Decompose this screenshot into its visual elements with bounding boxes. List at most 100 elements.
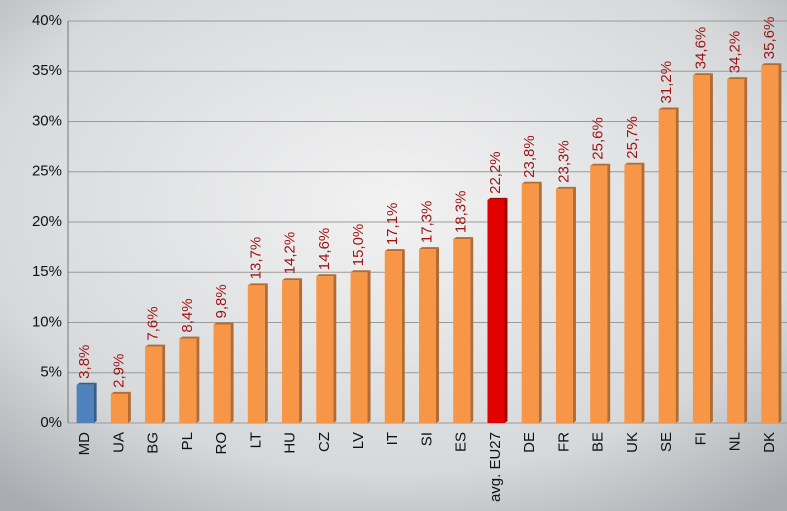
bar-shade — [676, 107, 679, 423]
y-tick-label: 25% — [32, 163, 62, 180]
value-label: 17,1% — [384, 203, 401, 246]
bar-top — [316, 274, 336, 276]
bar — [522, 184, 539, 423]
bar — [248, 285, 265, 423]
value-label: 35,6% — [761, 17, 778, 60]
x-tick-label: ES — [453, 432, 470, 452]
bar-top — [77, 383, 97, 385]
bar-shade — [710, 73, 713, 423]
bar-top — [248, 283, 268, 285]
bar-shade — [539, 182, 542, 423]
bar — [590, 166, 607, 423]
y-tick-label: 0% — [40, 414, 62, 431]
y-tick-label: 30% — [32, 112, 62, 129]
bar-top — [111, 392, 131, 394]
bar-shade — [94, 383, 97, 423]
value-label: 25,6% — [590, 117, 607, 160]
bar-shade — [744, 77, 747, 423]
value-label: 31,2% — [658, 61, 675, 104]
x-tick-label: UA — [110, 432, 127, 453]
bar-top — [179, 337, 199, 339]
bar-top — [145, 345, 165, 347]
x-tick-label: HU — [282, 432, 299, 454]
y-tick-label: 35% — [32, 62, 62, 79]
bar — [624, 165, 641, 423]
value-label: 15,0% — [350, 224, 367, 267]
value-label: 14,6% — [316, 228, 333, 271]
x-tick-label: NL — [727, 432, 744, 451]
x-tick-label: FI — [692, 432, 709, 445]
bar-shade — [641, 163, 644, 423]
bar-top — [487, 198, 507, 200]
bar — [556, 189, 573, 423]
value-label: 22,2% — [487, 151, 504, 194]
bar-shade — [778, 63, 781, 423]
value-label: 17,3% — [418, 201, 435, 244]
bar — [659, 109, 676, 423]
value-label: 7,6% — [145, 306, 162, 340]
bar-top — [590, 164, 610, 166]
value-label: 25,7% — [624, 116, 641, 159]
bar-shade — [402, 249, 405, 423]
bar-top — [385, 249, 405, 251]
y-tick-label: 40% — [32, 12, 62, 29]
x-tick-label: BG — [145, 432, 162, 454]
x-tick-label: avg. EU27 — [487, 432, 504, 502]
bar — [145, 347, 162, 423]
bar-shade — [265, 283, 268, 423]
bar — [727, 79, 744, 423]
bar — [761, 65, 778, 423]
bar-top — [556, 187, 576, 189]
bar — [77, 385, 94, 423]
x-tick-label: RO — [213, 432, 230, 455]
x-tick-label: PL — [179, 432, 196, 450]
bar — [111, 394, 128, 423]
bar-shade — [196, 337, 199, 423]
bar — [351, 272, 368, 423]
bar-top — [214, 323, 234, 325]
bar-top — [659, 107, 679, 109]
bar-shade — [333, 274, 336, 423]
x-tick-label: IT — [384, 432, 401, 445]
bar-shade — [162, 345, 165, 423]
x-tick-label: UK — [624, 432, 641, 453]
value-label: 34,2% — [727, 31, 744, 74]
x-tick-label: SI — [418, 432, 435, 446]
bar-top — [282, 278, 302, 280]
bar-shade — [231, 323, 234, 423]
bar-top — [453, 237, 473, 239]
x-tick-label: BE — [590, 432, 607, 452]
bar-shade — [436, 247, 439, 423]
bar-top — [624, 163, 644, 165]
bar — [385, 251, 402, 423]
y-tick-label: 10% — [32, 313, 62, 330]
chart: 0%5%10%15%20%25%30%35%40%MD3,8%UA2,9%BG7… — [0, 0, 787, 511]
bar — [214, 325, 231, 423]
bar-top — [419, 247, 439, 249]
bar-shade — [128, 392, 131, 423]
y-tick-label: 15% — [32, 263, 62, 280]
x-tick-label: LV — [350, 432, 367, 449]
value-label: 14,2% — [282, 232, 299, 275]
y-tick-label: 20% — [32, 213, 62, 230]
x-tick-label: MD — [76, 432, 93, 455]
bar-shade — [470, 237, 473, 423]
bar — [453, 239, 470, 423]
x-tick-label: DE — [521, 432, 538, 453]
x-tick-label: CZ — [316, 432, 333, 452]
bar — [487, 200, 504, 423]
bar — [419, 249, 436, 423]
value-label: 23,3% — [555, 140, 572, 183]
bar-shade — [299, 278, 302, 423]
bar-shade — [504, 198, 507, 423]
value-label: 13,7% — [247, 237, 264, 280]
x-tick-label: DK — [761, 432, 778, 453]
bar — [693, 75, 710, 423]
value-label: 34,6% — [692, 27, 709, 70]
bar-top — [351, 270, 371, 272]
bar-top — [693, 73, 713, 75]
bar — [316, 276, 333, 423]
bar-top — [761, 63, 781, 65]
bar — [282, 280, 299, 423]
value-label: 8,4% — [179, 298, 196, 332]
